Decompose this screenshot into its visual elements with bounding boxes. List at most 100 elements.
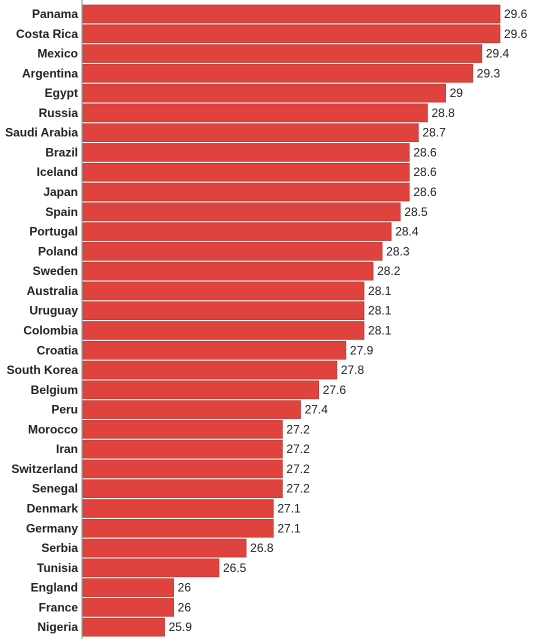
- category-label: Sweden: [33, 264, 78, 278]
- value-label: 28.2: [377, 264, 401, 278]
- category-label: Uruguay: [29, 304, 78, 318]
- bar-belgium: [82, 380, 319, 400]
- category-label: Egypt: [45, 86, 78, 100]
- bar-brazil: [82, 143, 410, 162]
- value-label: 25.9: [169, 620, 193, 634]
- bar-denmark: [82, 499, 274, 518]
- category-labels: Panama Costa Rica Mexico Argentina Egypt Russ…: [5, 7, 78, 634]
- category-label: South Korea: [7, 363, 79, 377]
- category-label: Tunisia: [37, 561, 78, 575]
- bar-australia: [82, 281, 365, 301]
- value-label: 26.5: [223, 561, 247, 575]
- bars-group: [82, 4, 501, 637]
- value-label: 29.4: [486, 47, 510, 61]
- category-label: Portugal: [29, 225, 78, 239]
- value-label: 28.4: [395, 225, 419, 239]
- bar-france: [82, 598, 174, 617]
- category-label: Costa Rica: [16, 27, 78, 41]
- value-label: 28.8: [431, 106, 455, 120]
- bar-germany: [82, 518, 274, 538]
- category-label: Croatia: [37, 343, 79, 357]
- bar-costa-rica: [82, 24, 501, 44]
- category-label: Iceland: [37, 165, 78, 179]
- value-label: 28.1: [368, 304, 392, 318]
- bar-saudi-arabia: [82, 123, 419, 142]
- value-label: 28.1: [368, 284, 392, 298]
- category-label: Senegal: [32, 482, 78, 496]
- bar-poland: [82, 242, 383, 261]
- bar-mexico: [82, 44, 483, 63]
- bar-senegal: [82, 479, 283, 499]
- value-label: 26: [178, 600, 192, 614]
- bar-sweden: [82, 261, 374, 281]
- category-label: Argentina: [22, 66, 78, 80]
- bar-russia: [82, 103, 428, 123]
- value-label: 27.1: [277, 502, 301, 516]
- value-label: 27.8: [341, 363, 365, 377]
- category-label: Denmark: [27, 502, 79, 516]
- value-label: 28.6: [413, 145, 437, 159]
- value-label: 28.6: [413, 185, 437, 199]
- bar-japan: [82, 182, 410, 202]
- bar-iceland: [82, 162, 410, 182]
- bar-croatia: [82, 340, 347, 360]
- bar-peru: [82, 400, 301, 419]
- bar-nigeria: [82, 617, 165, 637]
- category-label: Belgium: [31, 383, 78, 397]
- category-label: Poland: [38, 244, 78, 258]
- category-label: France: [39, 600, 79, 614]
- value-label: 27.2: [286, 422, 310, 436]
- bar-uruguay: [82, 301, 365, 321]
- bar-spain: [82, 202, 401, 222]
- value-label: 27.1: [277, 521, 301, 535]
- value-label: 27.2: [286, 482, 310, 496]
- bar-south-korea: [82, 360, 338, 380]
- bar-panama: [82, 4, 501, 24]
- bar-iran: [82, 439, 283, 459]
- category-label: Nigeria: [37, 620, 78, 634]
- category-label: England: [31, 581, 78, 595]
- category-label: Germany: [26, 521, 78, 535]
- value-label: 27.2: [286, 462, 310, 476]
- value-label: 28.5: [404, 205, 428, 219]
- bar-colombia: [82, 321, 365, 340]
- category-label: Colombia: [23, 323, 78, 337]
- bar-portugal: [82, 222, 392, 241]
- category-label: Australia: [27, 284, 79, 298]
- value-label: 26.8: [250, 541, 274, 555]
- bar-egypt: [82, 83, 446, 103]
- category-label: Japan: [43, 185, 78, 199]
- value-label: 28.6: [413, 165, 437, 179]
- category-label: Peru: [51, 403, 78, 417]
- value-label: 27.6: [323, 383, 347, 397]
- value-label: 29: [450, 86, 464, 100]
- bar-tunisia: [82, 558, 220, 578]
- category-label: Switzerland: [11, 462, 78, 476]
- value-label: 27.4: [305, 403, 329, 417]
- value-label: 26: [178, 581, 192, 595]
- value-label: 29.6: [504, 7, 528, 21]
- category-label: Spain: [45, 205, 78, 219]
- bar-argentina: [82, 64, 474, 83]
- category-label: Russia: [39, 106, 79, 120]
- category-label: Iran: [56, 442, 78, 456]
- bar-england: [82, 578, 174, 597]
- value-labels: 29.6 29.6 29.4 29.3 29 28.8 28.7 28.6 28.6 28.6 28…: [169, 7, 528, 634]
- value-label: 28.1: [368, 323, 392, 337]
- value-label: 27.9: [350, 343, 374, 357]
- category-label: Saudi Arabia: [5, 126, 78, 140]
- bar-switzerland: [82, 459, 283, 479]
- value-label: 29.3: [477, 66, 501, 80]
- bar-serbia: [82, 538, 247, 558]
- category-label: Brazil: [45, 145, 78, 159]
- category-label: Serbia: [41, 541, 78, 555]
- value-label: 29.6: [504, 27, 528, 41]
- category-label: Mexico: [37, 47, 78, 61]
- category-label: Panama: [32, 7, 78, 21]
- value-label: 27.2: [286, 442, 310, 456]
- value-label: 28.3: [386, 244, 410, 258]
- bar-morocco: [82, 420, 283, 439]
- category-label: Morocco: [28, 422, 78, 436]
- value-label: 28.7: [422, 126, 446, 140]
